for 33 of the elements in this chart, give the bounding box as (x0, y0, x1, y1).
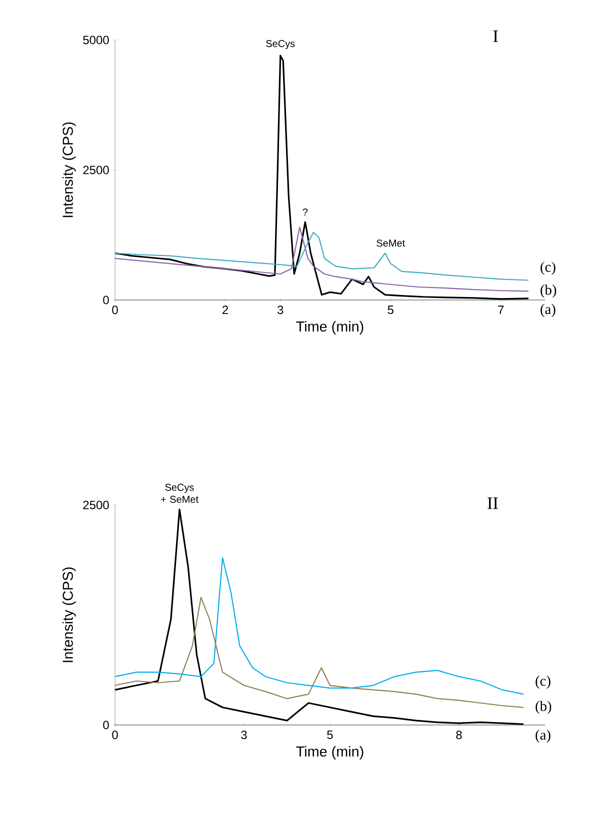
y-axis-title: Intensity (CPS) (62, 122, 76, 218)
y-tick-label: 2500 (83, 500, 109, 510)
annotation: ? (302, 208, 308, 216)
y-axis-title: Intensity (CPS) (62, 567, 76, 662)
series-label: (a) (540, 304, 556, 317)
x-tick-label: 0 (112, 730, 118, 740)
x-tick-label: 8 (456, 730, 462, 740)
y-tick-label: 0 (103, 720, 109, 730)
annotation: SeCys + SeMet (160, 484, 198, 503)
x-tick-label: 3 (241, 730, 247, 740)
x-tick-label: 5 (388, 306, 394, 314)
series-label: (a) (536, 730, 550, 743)
y-tick-label: 0 (103, 296, 109, 304)
line-series (114, 557, 524, 695)
x-axis-title: Time (min) (296, 746, 364, 760)
series-label: (c) (536, 676, 550, 689)
x-tick-label: 0 (112, 306, 118, 314)
x-tick-label: 2 (222, 306, 228, 314)
chart-title: II (488, 498, 498, 509)
x-tick-label: 7 (498, 306, 504, 314)
x-tick-label: 5 (327, 730, 333, 740)
annotation: SeCys (266, 40, 295, 50)
y-tick-label: 5000 (83, 36, 109, 44)
x-axis-title: Time (min) (296, 321, 364, 334)
series-label: (b) (536, 700, 552, 714)
x-tick-label: 3 (278, 306, 284, 314)
line-series (114, 596, 524, 708)
y-tick-label: 2500 (83, 166, 109, 174)
series-label: (c) (540, 262, 556, 275)
annotation: SeMet (376, 240, 406, 247)
series-label: (b) (540, 284, 556, 298)
chart-title: I (493, 30, 498, 42)
line-series (114, 232, 529, 281)
